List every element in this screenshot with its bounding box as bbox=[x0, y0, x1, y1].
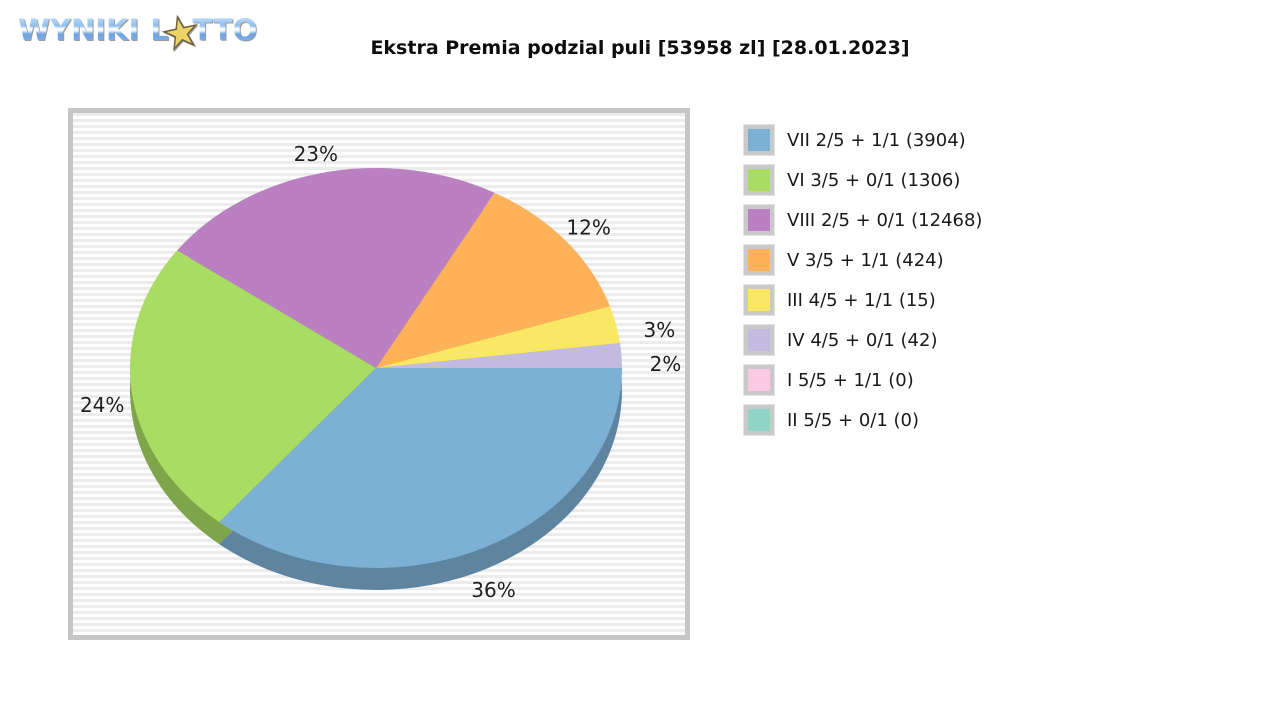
legend-color-swatch bbox=[744, 325, 774, 355]
pie-slice bbox=[376, 342, 622, 368]
legend-item: III 4/5 + 1/1 (15) bbox=[744, 280, 982, 320]
legend-item-label: III 4/5 + 1/1 (15) bbox=[787, 289, 936, 311]
wyniki-lotto-logo[interactable]: WYNIKI L★TTO bbox=[18, 4, 258, 61]
legend-item: II 5/5 + 0/1 (0) bbox=[744, 400, 982, 440]
pie-chart: 2% 3% 12% 23% 24% 36% bbox=[80, 142, 682, 602]
logo-word-wyniki: WYNIKI bbox=[18, 13, 140, 47]
legend-item-label: I 5/5 + 1/1 (0) bbox=[787, 369, 914, 391]
pie-slice-label: 36% bbox=[471, 578, 515, 602]
legend-item: I 5/5 + 1/1 (0) bbox=[744, 360, 982, 400]
legend-item: V 3/5 + 1/1 (424) bbox=[744, 240, 982, 280]
legend-item-label: II 5/5 + 0/1 (0) bbox=[787, 409, 920, 431]
legend-item: VIII 2/5 + 0/1 (12468) bbox=[744, 200, 982, 240]
legend-color-swatch bbox=[744, 245, 774, 275]
chart-panel: 2% 3% 12% 23% 24% 36% bbox=[68, 108, 690, 640]
legend-item: IV 4/5 + 0/1 (42) bbox=[744, 320, 982, 360]
pie-slice bbox=[376, 306, 621, 368]
logo-word-tto: TTO bbox=[192, 13, 258, 47]
legend-color-swatch bbox=[744, 205, 774, 235]
legend-item-label: VI 3/5 + 0/1 (1306) bbox=[787, 169, 961, 191]
pie-slice-label: 2% bbox=[650, 352, 682, 376]
chart-legend: VII 2/5 + 1/1 (3904) VI 3/5 + 0/1 (1306) V… bbox=[744, 120, 982, 440]
chart-title: Ekstra Premia podzial puli [53958 zl] [2… bbox=[370, 37, 910, 59]
pie-slice-label: 24% bbox=[80, 393, 124, 417]
pie-slice-label: 23% bbox=[294, 142, 338, 166]
pie-slice bbox=[176, 168, 495, 368]
pie-slice bbox=[376, 192, 610, 368]
legend-item-label: VII 2/5 + 1/1 (3904) bbox=[787, 129, 966, 151]
legend-color-swatch bbox=[744, 165, 774, 195]
pie-slice bbox=[130, 250, 376, 523]
logo-word-l: L bbox=[150, 13, 169, 47]
legend-color-swatch bbox=[744, 285, 774, 315]
legend-item-label: VIII 2/5 + 0/1 (12468) bbox=[787, 209, 983, 231]
legend-item-label: V 3/5 + 1/1 (424) bbox=[787, 249, 944, 271]
legend-color-swatch bbox=[744, 125, 774, 155]
pie-slice-label: 12% bbox=[566, 216, 610, 240]
legend-item: VII 2/5 + 1/1 (3904) bbox=[744, 120, 982, 160]
pie-slice-label: 3% bbox=[643, 318, 675, 342]
legend-item: VI 3/5 + 0/1 (1306) bbox=[744, 160, 982, 200]
legend-color-swatch bbox=[744, 365, 774, 395]
pie-slice bbox=[219, 368, 622, 568]
legend-color-swatch bbox=[744, 405, 774, 435]
legend-item-label: IV 4/5 + 0/1 (42) bbox=[787, 329, 938, 351]
